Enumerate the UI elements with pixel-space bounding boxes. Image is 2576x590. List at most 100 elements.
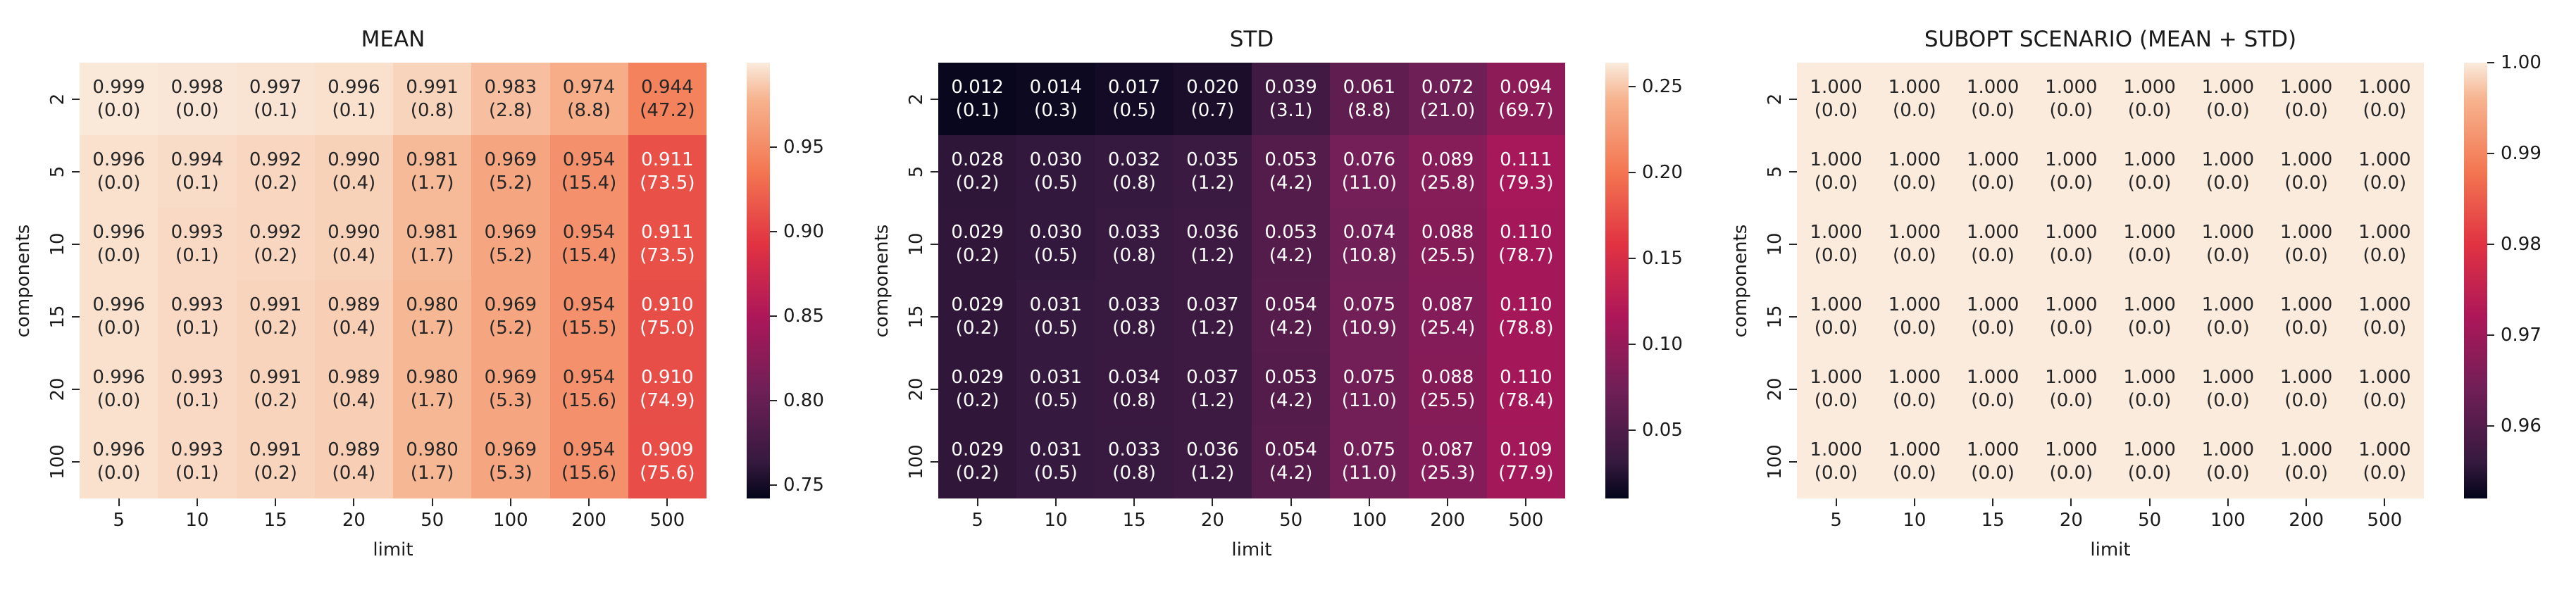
x-tick-label: 10 xyxy=(1044,510,1068,531)
cell-subvalue: (4.2) xyxy=(1269,244,1313,266)
cell-subvalue: (0.0) xyxy=(2206,99,2250,121)
cell-value: 0.969 xyxy=(484,149,537,170)
cell-subvalue: (25.4) xyxy=(1420,318,1476,339)
cell-value: 0.994 xyxy=(170,149,224,170)
cell-subvalue: (0.3) xyxy=(1034,99,1078,121)
cell-subvalue: (1.2) xyxy=(1190,318,1235,339)
x-tick-mark xyxy=(1133,498,1135,506)
cell-value: 0.028 xyxy=(951,149,1004,170)
x-tick-mark xyxy=(1835,498,1837,506)
heatmap-cell: 0.980 (1.7) xyxy=(393,353,472,426)
heatmap-cell: 1.000 (0.0) xyxy=(2267,135,2346,208)
cell-value: 0.075 xyxy=(1343,439,1396,461)
cell-subvalue: (0.4) xyxy=(332,390,376,412)
colorbar-tick-label: 0.15 xyxy=(1642,247,1683,269)
cell-value: 0.954 xyxy=(562,367,616,389)
x-tick-mark xyxy=(2070,498,2072,506)
heatmap-cell: 0.034 (0.8) xyxy=(1095,353,1174,426)
cell-value: 1.000 xyxy=(2279,149,2333,170)
y-tick-mark xyxy=(1789,316,1797,318)
cell-value: 1.000 xyxy=(2045,439,2098,461)
heatmap-cell: 0.088 (25.5) xyxy=(1408,208,1487,281)
x-tick-mark xyxy=(1992,498,1994,506)
cell-subvalue: (0.0) xyxy=(2127,318,2172,339)
heatmap-cell: 0.033 (0.8) xyxy=(1095,280,1174,353)
heatmap-cell: 0.029 (0.2) xyxy=(938,425,1017,498)
heatmap-cell: 1.000 (0.0) xyxy=(1953,280,2032,353)
cell-subvalue: (0.5) xyxy=(1034,390,1078,412)
y-tick-mark xyxy=(72,316,80,318)
cell-value: 0.980 xyxy=(406,367,459,389)
heatmap-cell: 0.990 (0.4) xyxy=(314,208,393,281)
heatmap-cell: 0.996 (0.0) xyxy=(80,135,158,208)
heatmap-cell: 1.000 (0.0) xyxy=(2267,208,2346,281)
cell-subvalue: (0.4) xyxy=(332,172,376,194)
x-tick-label: 5 xyxy=(1830,510,1842,531)
cell-subvalue: (1.7) xyxy=(410,318,454,339)
heatmap-cell: 0.036 (1.2) xyxy=(1173,208,1252,281)
cell-value: 0.029 xyxy=(951,439,1004,461)
cell-value: 1.000 xyxy=(2201,76,2255,98)
x-tick-mark xyxy=(2148,498,2151,506)
cell-value: 0.989 xyxy=(328,439,380,461)
cell-value: 0.969 xyxy=(484,439,537,461)
colorbar-tick-label: 0.98 xyxy=(2501,233,2541,255)
y-axis-label: components xyxy=(1730,224,1751,337)
cell-value: 1.000 xyxy=(1888,294,1941,316)
heatmap-cell: 0.031 (0.5) xyxy=(1016,425,1095,498)
cell-value: 1.000 xyxy=(1966,439,2020,461)
cell-value: 1.000 xyxy=(2123,439,2176,461)
cell-value: 0.054 xyxy=(1264,439,1317,461)
heatmap-cell: 0.037 (1.2) xyxy=(1173,280,1252,353)
cell-subvalue: (0.8) xyxy=(1112,463,1156,484)
cell-value: 1.000 xyxy=(2123,149,2176,170)
cell-subvalue: (0.8) xyxy=(1112,172,1156,194)
cell-subvalue: (5.2) xyxy=(489,318,533,339)
heatmap-cell: 0.969 (5.2) xyxy=(471,135,550,208)
cell-value: 0.075 xyxy=(1343,294,1396,316)
heatmap-cell: 0.954 (15.5) xyxy=(549,280,628,353)
cell-value: 0.053 xyxy=(1264,367,1317,389)
y-tick-mark xyxy=(931,461,938,463)
cell-subvalue: (0.0) xyxy=(2363,463,2407,484)
cell-value: 0.954 xyxy=(562,221,616,243)
cell-subvalue: (78.7) xyxy=(1498,244,1554,266)
x-tick-label: 200 xyxy=(2289,510,2324,531)
heatmap-cell: 0.110 (78.4) xyxy=(1486,353,1565,426)
cell-subvalue: (2.8) xyxy=(489,99,533,121)
heatmap-cell: 0.983 (2.8) xyxy=(471,63,550,136)
cell-value: 0.020 xyxy=(1186,76,1239,98)
cell-value: 1.000 xyxy=(2279,76,2333,98)
colorbar-tick-label: 0.80 xyxy=(783,389,824,411)
x-tick-mark xyxy=(431,498,433,506)
heatmap-cell: 0.054 (4.2) xyxy=(1252,280,1331,353)
cell-value: 0.993 xyxy=(170,294,224,316)
cell-subvalue: (0.0) xyxy=(175,99,219,121)
cell-value: 0.974 xyxy=(562,76,616,98)
y-tick-mark xyxy=(72,170,80,172)
cell-subvalue: (8.8) xyxy=(1348,99,1391,121)
x-tick-mark xyxy=(2306,498,2308,506)
heatmap-cell: 0.033 (0.8) xyxy=(1095,425,1174,498)
colorbar-tick-label: 0.85 xyxy=(783,305,824,327)
cell-subvalue: (25.3) xyxy=(1420,463,1476,484)
colorbar-tick-label: 0.75 xyxy=(783,474,824,496)
cell-value: 0.992 xyxy=(249,221,302,243)
heatmap-cell: 0.992 (0.2) xyxy=(236,135,315,208)
heatmap-cell: 1.000 (0.0) xyxy=(2189,353,2267,426)
x-tick-label: 50 xyxy=(421,510,444,531)
colorbar-tick-mark xyxy=(1629,343,1636,345)
cell-value: 1.000 xyxy=(2358,367,2411,389)
cell-subvalue: (0.0) xyxy=(2284,390,2328,412)
cell-subvalue: (0.1) xyxy=(175,244,219,266)
cell-value: 0.969 xyxy=(484,367,537,389)
heatmap-cell: 1.000 (0.0) xyxy=(2345,135,2424,208)
cell-value: 1.000 xyxy=(2201,439,2255,461)
cell-subvalue: (74.9) xyxy=(640,390,695,412)
y-tick-label: 10 xyxy=(906,232,927,256)
cell-value: 0.031 xyxy=(1029,367,1083,389)
cell-value: 0.031 xyxy=(1029,294,1083,316)
y-tick-mark xyxy=(72,389,80,391)
heatmap-cell: 0.029 (0.2) xyxy=(938,353,1017,426)
cell-subvalue: (1.2) xyxy=(1190,244,1235,266)
